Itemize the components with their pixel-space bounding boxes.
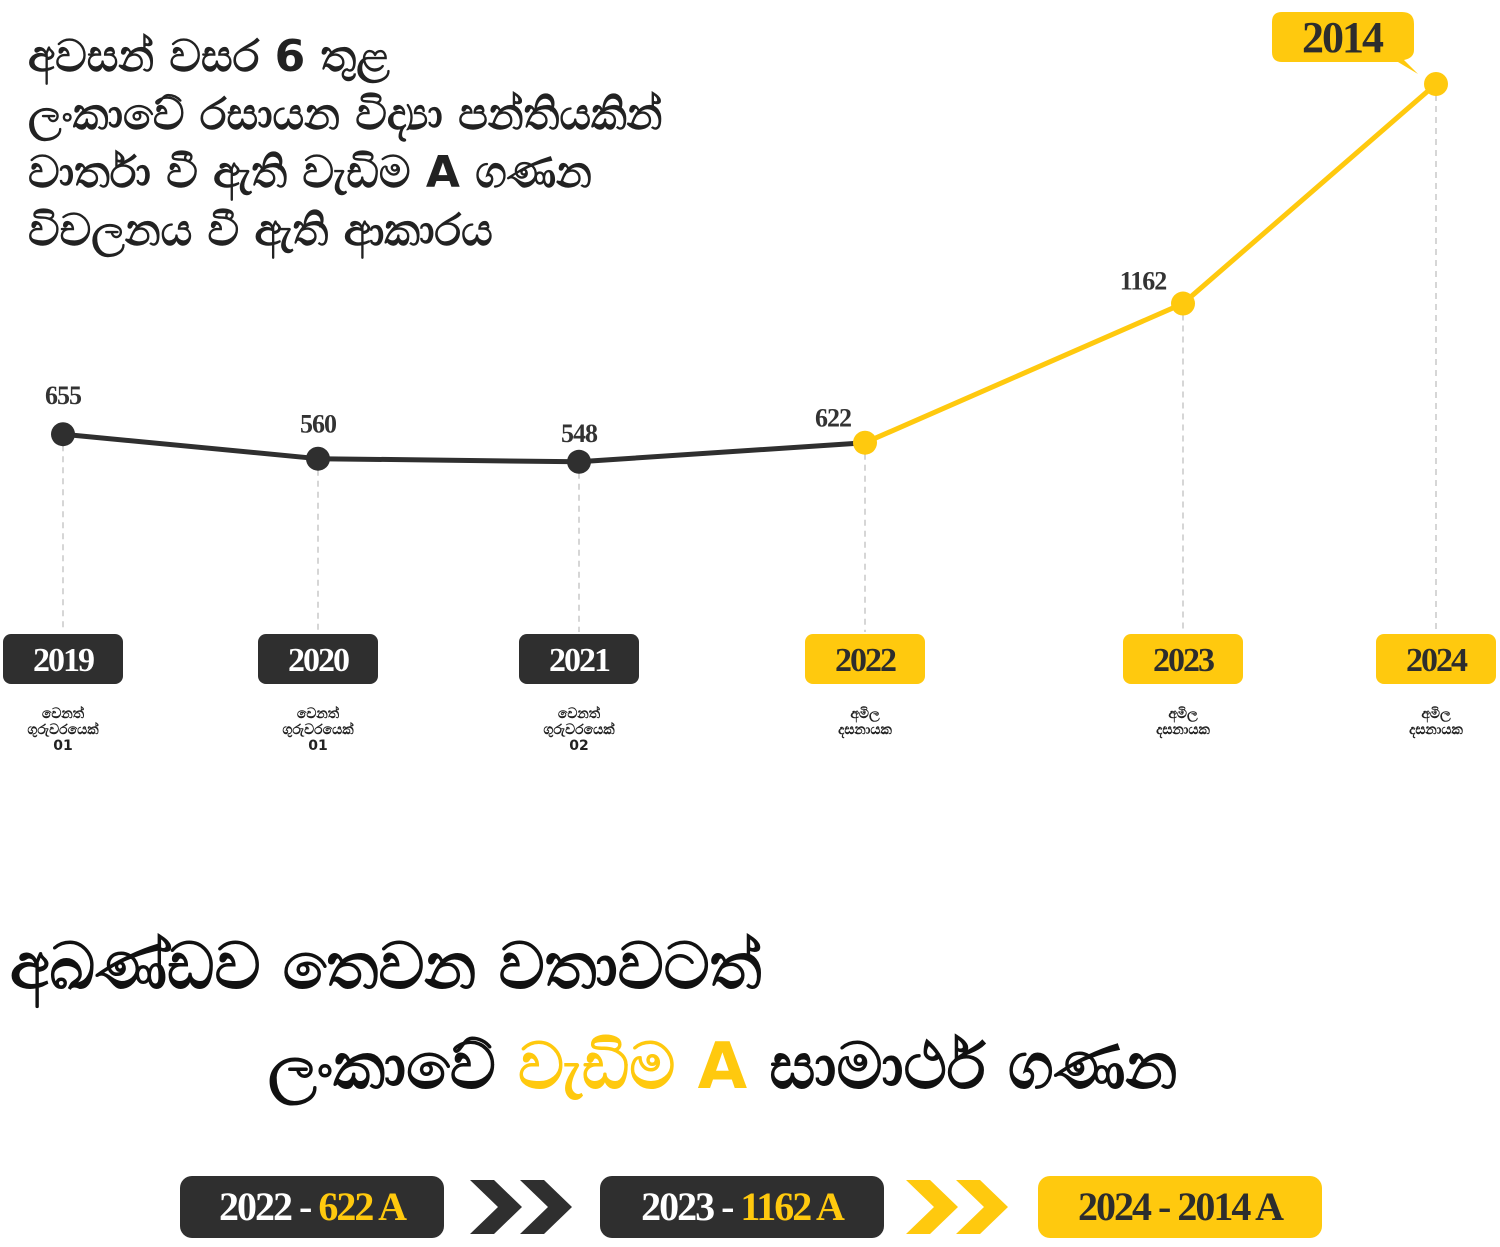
series-line [60, 431, 868, 465]
data-point [1424, 72, 1448, 96]
year-badge [3, 634, 123, 684]
year-badge [519, 634, 639, 684]
teacher-label: 01 [308, 738, 327, 754]
slogan-suffix: සාමාර්ථ ගණන [747, 1030, 1178, 1104]
summary-year: 2023 - [641, 1184, 734, 1229]
summary-pill-2024: 2024 - 2014 A [1038, 1176, 1322, 1238]
data-point [1171, 291, 1195, 316]
teacher-label: අමිල [850, 706, 880, 723]
x-tick-label: 2024 [1406, 642, 1468, 679]
year-badge [1123, 634, 1243, 684]
slogan-highlight: වැඩිම A [518, 1030, 748, 1104]
data-labels: 655 560 548 622 1162 [45, 267, 1167, 448]
data-label: 560 [300, 410, 337, 439]
title-line-1: අවසන් වසර 6 තුළ [28, 31, 390, 82]
data-point [853, 430, 877, 455]
teacher-label: වෙනත් [42, 705, 85, 722]
x-tick-label: 2022 [835, 642, 896, 679]
max-value-callout: 2014 [1272, 12, 1418, 74]
x-tick-label: 2020 [288, 642, 349, 679]
summary-value: 622 A [318, 1184, 407, 1229]
teacher-label: දසනායක [1409, 722, 1463, 739]
line-chart: 655 560 548 622 1162 2019 2020 2021 2022 2023 202… [3, 12, 1496, 754]
year-badge [1376, 634, 1496, 684]
slogan-line-2: ලංකාවේ වැඩිම A සාමාර්ථ ගණන [268, 1030, 1177, 1104]
teacher-label: ගුරුවරයෙක් [543, 721, 615, 738]
x-tick-label: 2021 [549, 642, 610, 679]
callout-value-label: 2014 [1302, 13, 1384, 62]
teacher-labels: වෙනත්ගුරුවරයෙක්01වෙනත්ගුරුවරයෙක්01වෙනත්ග… [27, 705, 1463, 754]
series-line [862, 81, 1439, 446]
teacher-label: දසනායක [838, 722, 892, 739]
data-label: 548 [561, 419, 598, 448]
series-lines [60, 81, 1439, 465]
title-line-3: වාර්තා වී ඇති වැඩිම A ගණන [28, 147, 592, 198]
title-line-4: විචලනය වී ඇති ආකාරය [28, 205, 493, 256]
teacher-label: වෙනත් [297, 705, 340, 722]
teacher-label: අමිල [1168, 706, 1198, 723]
data-points [51, 72, 1448, 474]
teacher-label: 02 [569, 738, 588, 754]
data-label: 655 [45, 381, 82, 410]
callout-shape [1272, 12, 1418, 74]
teacher-label: 01 [53, 738, 72, 754]
year-badge [805, 634, 925, 684]
summary-pill-2022: 2022 - 622 A [180, 1176, 444, 1238]
summary-year: 2022 - [218, 1184, 312, 1229]
title-line-2: ලංකාවේ රසායන විද්‍යා පන්තියකින් [28, 89, 663, 140]
chart-title: අවසන් වසර 6 තුළ ලංකාවේ රසායන විද්‍යා පන්… [28, 28, 828, 260]
chevron-arrows-yellow-icon [906, 1180, 1008, 1234]
slogan-prefix: ලංකාවේ [268, 1030, 518, 1104]
x-tick-label: 2023 [1153, 642, 1214, 679]
data-point [567, 449, 591, 474]
summary-year: 2024 - [1077, 1184, 1171, 1229]
data-label: 622 [815, 404, 851, 433]
slogan-line-1: අඛණ්ඩව තෙවන වතාවටත් [10, 930, 762, 1004]
teacher-label: ගුරුවරයෙක් [282, 721, 354, 738]
data-label: 1162 [1120, 267, 1167, 296]
year-badge [258, 634, 378, 684]
summary-pill-2023: 2023 - 1162 A [600, 1176, 884, 1238]
teacher-label: වෙනත් [558, 705, 601, 722]
summary-value: 2014 A [1177, 1184, 1284, 1229]
x-axis-labels: 2019 2020 2021 2022 2023 2024 [3, 634, 1496, 684]
data-point [306, 446, 330, 471]
chevron-arrows-dark-icon [470, 1180, 572, 1234]
guide-lines [62, 84, 1437, 632]
teacher-label: ගුරුවරයෙක් [27, 721, 99, 738]
summary-value: 1162 A [740, 1184, 844, 1229]
x-tick-label: 2019 [33, 642, 94, 679]
data-point [51, 422, 75, 447]
teacher-label: දසනායක [1156, 722, 1210, 739]
teacher-label: අමිල [1421, 706, 1451, 723]
